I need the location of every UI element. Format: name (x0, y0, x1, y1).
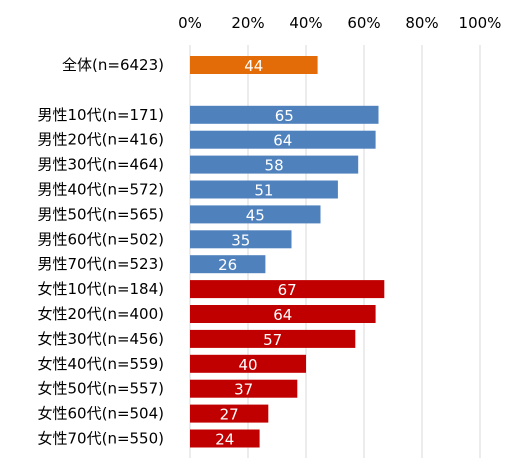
category-label: 男性40代(n=572) (38, 181, 165, 199)
data-label: 45 (246, 206, 265, 224)
data-labels: 44 65 64 58 51 45 35 26 67 64 57 40 37 27 24 (215, 57, 296, 449)
bar (190, 180, 338, 199)
bar (190, 130, 376, 149)
category-label: 男性10代(n=171) (38, 106, 165, 124)
bar (190, 205, 321, 224)
data-label: 27 (220, 406, 239, 424)
category-labels: 全体(n=6423) 男性10代(n=171) 男性20代(n=416) 男性30代(… (38, 56, 165, 448)
x-tick-label: 100% (459, 14, 502, 32)
data-label: 58 (265, 157, 284, 175)
data-label: 64 (273, 306, 292, 324)
category-label: 男性20代(n=416) (38, 131, 165, 149)
x-tick-label: 0% (178, 14, 202, 32)
data-label: 37 (234, 381, 253, 399)
x-tick-label: 20% (231, 14, 264, 32)
category-label: 女性40代(n=559) (38, 355, 165, 373)
category-label: 女性60代(n=504) (38, 405, 165, 423)
category-label: 男性30代(n=464) (38, 156, 165, 174)
x-tick-label: 40% (289, 14, 322, 32)
bar (190, 255, 266, 274)
data-label: 65 (275, 107, 294, 125)
data-label: 26 (218, 256, 237, 274)
bar (190, 230, 292, 249)
bars (190, 56, 385, 448)
category-label: 男性50代(n=565) (38, 205, 165, 223)
data-label: 35 (231, 231, 250, 249)
category-label: 女性30代(n=456) (38, 330, 165, 348)
bar (190, 354, 306, 373)
data-label: 67 (278, 281, 297, 299)
bar (190, 429, 260, 448)
bar (190, 105, 379, 124)
bar (190, 280, 385, 299)
category-label: 男性70代(n=523) (38, 255, 165, 273)
x-axis-ticks: 0% 20% 40% 60% 80% 100% (178, 14, 501, 32)
x-tick-label: 60% (347, 14, 380, 32)
category-label: 女性10代(n=184) (38, 280, 165, 298)
bar (190, 404, 269, 423)
data-label: 44 (244, 57, 263, 75)
data-label: 57 (263, 331, 282, 349)
category-label: 男性60代(n=502) (38, 230, 165, 248)
data-label: 51 (254, 182, 273, 200)
x-tick-label: 80% (405, 14, 438, 32)
category-label: 女性50代(n=557) (38, 380, 165, 398)
data-label: 40 (238, 356, 257, 374)
bar (190, 379, 298, 398)
bar (190, 155, 359, 174)
category-label: 女性70代(n=550) (38, 430, 165, 448)
category-label: 全体(n=6423) (62, 56, 164, 74)
data-label: 24 (215, 431, 234, 449)
data-label: 64 (273, 132, 292, 150)
bar (190, 329, 356, 348)
category-label: 女性20代(n=400) (38, 305, 165, 323)
bar (190, 56, 318, 74)
bar (190, 305, 376, 323)
